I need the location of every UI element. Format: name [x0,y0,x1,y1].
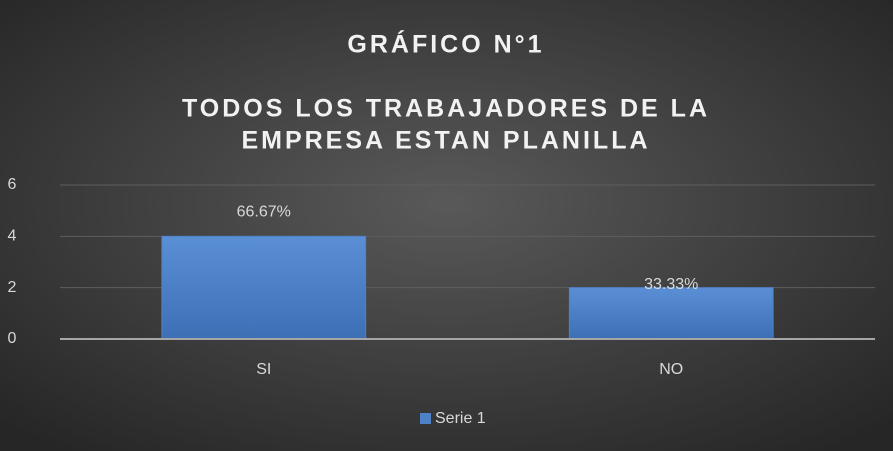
y-tick-label: 4 [8,228,17,245]
chart-title: GRÁFICO N°1 [347,30,544,59]
x-tick-label: SI [256,361,271,378]
bar [161,235,367,340]
y-tick-label: 0 [8,330,17,347]
chart-subtitle: TODOS LOS TRABAJADORES DE LA [182,95,710,123]
y-tick-label: 2 [8,279,17,296]
data-label: 33.33% [644,276,698,293]
x-tick-label: NO [659,361,683,378]
data-label: 66.67% [237,204,291,221]
chart-subtitle: EMPRESA ESTAN PLANILLA [241,127,650,155]
legend-label: Serie 1 [435,410,486,427]
bar [568,287,774,340]
legend-swatch [420,413,431,424]
y-tick-label: 6 [8,176,17,193]
